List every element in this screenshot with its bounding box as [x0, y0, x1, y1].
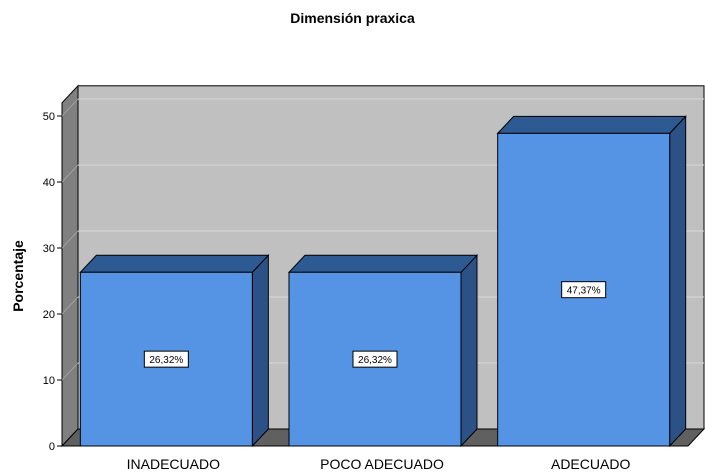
bar-side	[251, 254, 269, 448]
data-label: 47,37%	[567, 286, 601, 297]
data-label-box	[143, 350, 189, 368]
gridline-side	[61, 230, 79, 249]
data-label-box	[561, 281, 607, 299]
data-label: 26,32%	[358, 355, 392, 366]
y-tick-label: 10	[43, 375, 55, 387]
chart-title: Dimensión praxica	[290, 10, 415, 26]
data-label-box	[352, 350, 398, 368]
data-label: 26,32%	[149, 355, 183, 366]
x-tick-label: POCO ADECUADO	[320, 456, 444, 472]
gridline-side	[61, 296, 79, 315]
bar-side	[460, 254, 478, 448]
y-tick-label: 20	[43, 309, 55, 321]
bar-top	[496, 115, 687, 134]
y-tick-label: 30	[43, 243, 55, 255]
gridline-side	[61, 164, 79, 183]
bar-side	[669, 115, 687, 448]
x-tick-label: ADECUADO	[551, 456, 630, 472]
gridline-side	[61, 98, 79, 117]
y-tick-label: 50	[43, 111, 55, 123]
y-tick-label: 40	[43, 177, 55, 189]
y-axis-label: Porcentaje	[10, 240, 26, 312]
bar-top	[287, 254, 479, 273]
plot-side-wall	[61, 84, 79, 448]
x-tick-label: INADECUADO	[127, 456, 220, 472]
y-tick-label: 0	[49, 441, 55, 453]
gridline-side	[61, 362, 79, 381]
bar-top	[79, 254, 270, 273]
